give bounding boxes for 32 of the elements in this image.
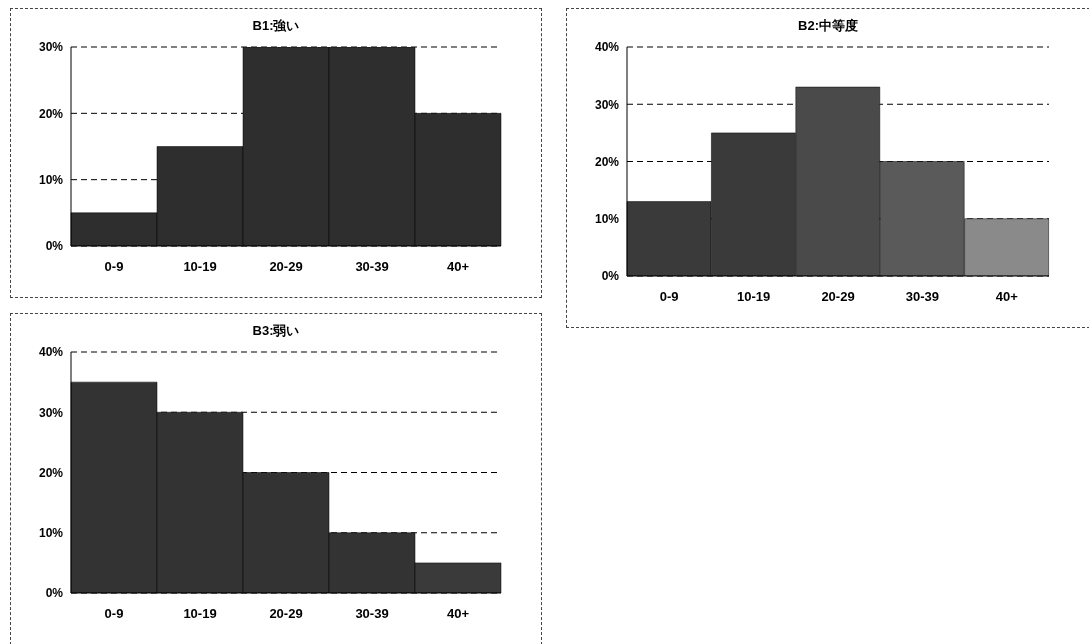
y-tick-label: 10%	[38, 172, 64, 187]
x-tick-label: 40+	[995, 289, 1019, 305]
y-tick-label: 20%	[38, 465, 64, 480]
x-tick-label: 10-19	[183, 259, 217, 275]
y-tick-label: 10%	[38, 526, 64, 541]
x-tick-label: 30-39	[905, 289, 940, 305]
y-tick-label: 20%	[594, 154, 620, 169]
y-tick-label: 30%	[38, 405, 64, 420]
chart-title: B3:弱い	[251, 322, 301, 340]
x-tick-label: 20-29	[269, 606, 303, 622]
y-tick-label: 10%	[594, 212, 620, 227]
x-tick-label: 40+	[446, 259, 470, 275]
x-tick-label: 0-9	[104, 259, 124, 275]
y-tick-label: 0%	[45, 586, 64, 601]
x-tick-label: 20-29	[821, 289, 855, 305]
y-tick-label: 40%	[38, 345, 64, 360]
x-tick-label: 0-9	[659, 289, 679, 305]
x-tick-label: 30-39	[355, 606, 389, 622]
x-tick-label: 20-29	[269, 259, 303, 275]
chart-title: B1:強い	[251, 17, 301, 35]
chart-title: B2:中等度	[797, 17, 859, 35]
x-tick-label: 0-9	[104, 606, 124, 622]
y-tick-label: 40%	[594, 40, 620, 55]
y-tick-label: 0%	[601, 269, 620, 284]
x-tick-label: 40+	[446, 606, 470, 622]
y-tick-label: 30%	[38, 40, 64, 55]
x-tick-label: 10-19	[736, 289, 771, 305]
x-tick-label: 30-39	[355, 259, 389, 275]
y-tick-label: 30%	[594, 97, 620, 112]
x-tick-label: 10-19	[183, 606, 217, 622]
y-tick-label: 0%	[45, 239, 64, 254]
y-tick-label: 20%	[38, 106, 64, 121]
